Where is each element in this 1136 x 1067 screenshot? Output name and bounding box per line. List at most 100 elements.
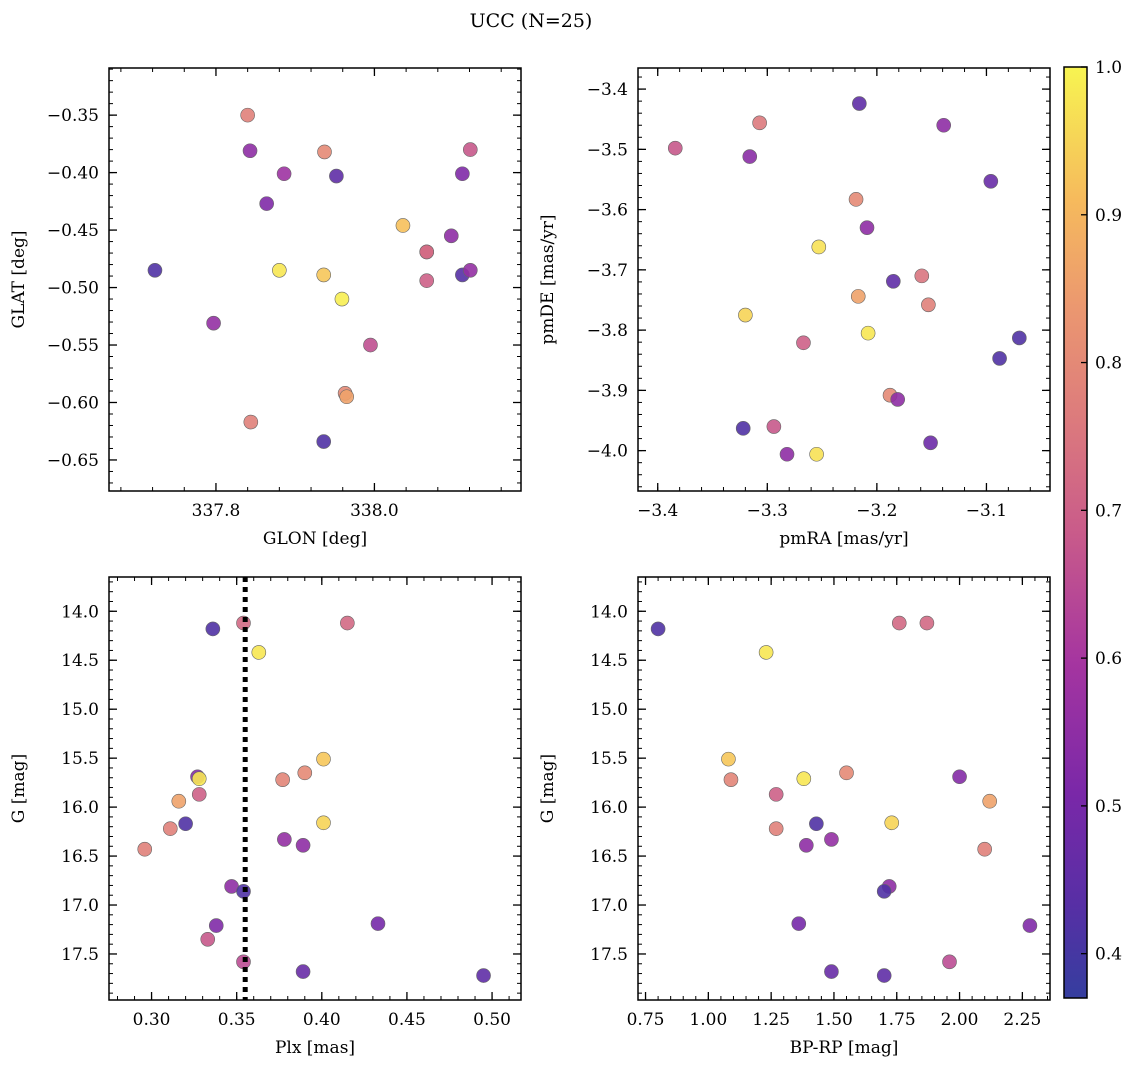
scatter-point — [758, 645, 774, 660]
scatter-point — [277, 832, 292, 847]
x-tick-label: 0.40 — [303, 1010, 341, 1030]
scatter-point — [206, 315, 221, 331]
x-tick-label: 338.0 — [350, 501, 399, 521]
scatter-point — [886, 274, 901, 289]
y-tick-label: 17.0 — [590, 896, 628, 916]
scatter-point — [721, 751, 736, 767]
y-tick-label: −3.8 — [587, 321, 628, 341]
y-tick-label: −0.45 — [47, 221, 99, 241]
scatter-point — [811, 239, 827, 255]
y-tick-label: 14.0 — [590, 602, 628, 622]
scatter-point — [205, 621, 221, 637]
scatter-point — [242, 143, 258, 159]
scatter-point — [316, 815, 331, 831]
scatter-point — [316, 751, 331, 767]
scatter-point — [809, 816, 824, 832]
scatter-point — [752, 115, 767, 131]
scatter-point — [1022, 918, 1038, 933]
scatter-point — [162, 821, 178, 836]
scatter-point — [339, 389, 354, 405]
x-axis-label: GLON [deg] — [263, 529, 367, 549]
scatter-point — [476, 968, 491, 983]
y-tick-label: 15.0 — [61, 700, 99, 720]
y-tick-label: 16.5 — [590, 847, 628, 867]
y-tick-label: −4.0 — [587, 442, 628, 462]
colorbar: 0.4 0.5 0.6 0.7 0.8 0.9 1.0 — [1063, 58, 1122, 999]
scatter-point — [259, 196, 274, 211]
scatter-point — [796, 335, 811, 351]
scatter-point — [295, 837, 311, 853]
scatter-point — [243, 414, 259, 430]
scatter-point — [809, 446, 824, 462]
x-tick-label: 2.00 — [941, 1010, 979, 1030]
panel-glon-glat: 337.8 338.0 −0.35 −0.40 −0.45 −0.50 −0.55 −0.60… — [9, 67, 522, 549]
scatter-point — [455, 166, 470, 182]
x-tick-label: 1.25 — [752, 1010, 790, 1030]
x-axis-label: Plx [mas] — [275, 1038, 355, 1058]
scatter-point — [766, 419, 782, 434]
y-axis-label: GLAT [deg] — [9, 230, 29, 328]
scatter-point — [317, 144, 332, 160]
axes-frame — [637, 67, 1051, 492]
panel-bprp-g: 0.75 1.00 1.25 1.50 1.75 2.00 2.25 14.0 14.5 15.0… — [538, 576, 1051, 1058]
x-tick-label: 1.75 — [878, 1010, 916, 1030]
y-tick-label: −3.6 — [587, 201, 628, 221]
scatter-point — [850, 289, 866, 304]
x-tick-label: −3.1 — [966, 501, 1007, 521]
scatter-point — [462, 142, 478, 157]
y-tick-label: 17.5 — [590, 945, 628, 965]
scatter-point — [316, 267, 332, 283]
y-tick-label: 15.5 — [590, 749, 628, 769]
colorbar-tick-label: 1.0 — [1095, 58, 1122, 78]
scatter-point — [839, 765, 854, 781]
scatter-point — [395, 218, 411, 233]
x-tick-label: 0.30 — [133, 1010, 171, 1030]
y-tick-label: 16.0 — [61, 798, 99, 818]
scatter-point — [923, 435, 938, 451]
x-tick-label: 0.75 — [627, 1010, 665, 1030]
y-tick-label: −3.5 — [587, 140, 628, 160]
colorbar-tick-label: 0.9 — [1095, 206, 1122, 226]
scatter-point — [977, 841, 992, 857]
y-tick-label: −0.60 — [47, 393, 99, 413]
scatter-point — [723, 772, 739, 787]
x-tick-label: −3.2 — [856, 501, 897, 521]
scatter-point — [295, 964, 311, 979]
scatter-point — [936, 117, 952, 133]
scatter-point — [297, 765, 313, 781]
x-axis-label: pmRA [mas/yr] — [779, 529, 908, 549]
colorbar-tick-label: 0.6 — [1095, 649, 1122, 669]
scatter-point — [848, 192, 864, 207]
y-tick-label: 14.5 — [61, 651, 99, 671]
scatter-point — [779, 446, 795, 462]
x-tick-label: 0.45 — [388, 1010, 426, 1030]
colorbar-tick-label: 0.8 — [1095, 354, 1122, 374]
scatter-point — [919, 615, 935, 631]
scatter-point — [799, 837, 814, 853]
scatter-point — [191, 771, 207, 787]
scatter-point — [796, 771, 812, 787]
scatter-point — [650, 621, 666, 637]
scatter-point — [876, 884, 892, 899]
scatter-point — [738, 307, 753, 323]
y-tick-label: −0.50 — [47, 279, 99, 299]
scatter-point — [742, 149, 758, 164]
scatter-point — [370, 916, 386, 931]
y-tick-label: 15.5 — [61, 749, 99, 769]
scatter-point — [240, 107, 255, 123]
panel-pmra-pmde: −3.4 −3.3 −3.2 −3.1 −3.4 −3.5 −3.6 −3.7 −3.8 −3.9… — [538, 67, 1051, 549]
colorbar-tick-label: 0.7 — [1095, 501, 1122, 521]
x-tick-label: −3.4 — [637, 501, 678, 521]
scatter-point — [992, 351, 1007, 366]
scatter-point — [824, 964, 839, 979]
y-tick-label: −3.9 — [587, 381, 628, 401]
scatter-point — [251, 645, 267, 660]
scatter-point — [276, 166, 292, 182]
scatter-point — [171, 793, 187, 809]
scatter-point — [824, 832, 839, 847]
x-tick-label: 337.8 — [192, 501, 241, 521]
scatter-point — [852, 96, 867, 111]
scatter-point — [419, 273, 435, 288]
scatter-point — [768, 787, 784, 802]
y-tick-label: 17.5 — [61, 945, 99, 965]
